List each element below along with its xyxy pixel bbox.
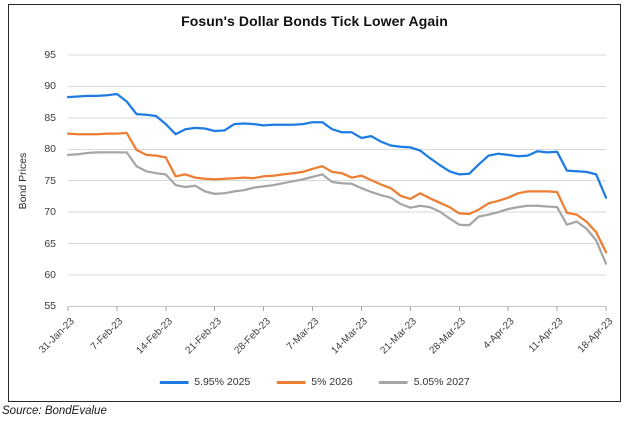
y-tick-label: 70 bbox=[44, 206, 56, 219]
series-line-0 bbox=[66, 92, 608, 199]
y-tick-label: 85 bbox=[44, 111, 56, 124]
legend: 5.95% 2025 5% 2026 5.05% 2027 bbox=[159, 376, 470, 388]
legend-item-1: 5% 2026 bbox=[276, 376, 353, 388]
legend-label: 5.95% 2025 bbox=[194, 376, 251, 388]
source-note: Source: BondEvalue bbox=[2, 405, 107, 417]
y-tick-label: 75 bbox=[44, 174, 56, 187]
plot-area bbox=[66, 54, 608, 311]
y-tick-label: 95 bbox=[44, 49, 56, 61]
legend-label: 5% 2026 bbox=[311, 376, 353, 388]
chart-title: Fosun's Dollar Bonds Tick Lower Again bbox=[181, 13, 448, 29]
legend-swatch-icon bbox=[378, 380, 408, 384]
chart-card: Fosun's Dollar Bonds Tick Lower Again Bo… bbox=[8, 4, 621, 402]
legend-swatch-icon bbox=[159, 380, 189, 384]
series-line-2 bbox=[66, 151, 608, 265]
legend-item-0: 5.95% 2025 bbox=[159, 376, 250, 388]
legend-item-2: 5.05% 2027 bbox=[378, 376, 470, 388]
y-tick-label: 55 bbox=[44, 300, 56, 313]
legend-swatch-icon bbox=[276, 380, 306, 384]
y-tick-label: 60 bbox=[44, 268, 56, 281]
y-tick-label: 65 bbox=[44, 237, 56, 250]
y-tick-label: 80 bbox=[44, 143, 56, 156]
legend-label: 5.05% 2027 bbox=[413, 376, 470, 388]
series-line-1 bbox=[66, 131, 608, 254]
y-tick-label: 90 bbox=[44, 80, 56, 93]
